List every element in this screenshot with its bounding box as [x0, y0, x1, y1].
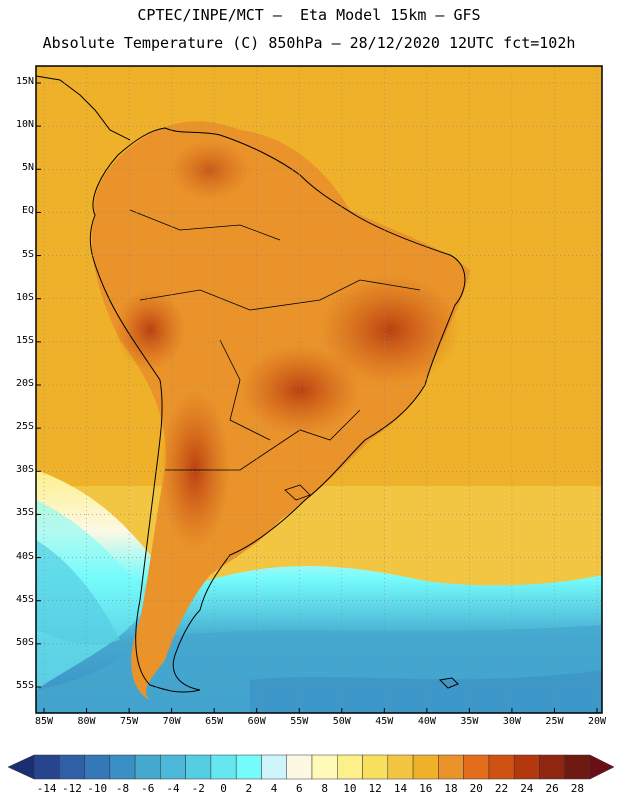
lat-label: 50S — [15, 636, 34, 648]
central-america-outline — [36, 75, 131, 141]
lat-label: 55S — [15, 680, 34, 691]
lat-label: 10N — [15, 119, 34, 131]
lat-label: 15N — [15, 76, 34, 87]
colorbar-arrow-high — [589, 754, 615, 780]
colorbar-swatch — [235, 754, 262, 780]
colorbar-swatch — [160, 754, 186, 780]
lon-label: 20W — [587, 716, 607, 727]
colorbar-label: 22 — [494, 782, 509, 795]
field-coldest-band — [250, 670, 602, 713]
colorbar-swatch — [387, 754, 414, 780]
colorbar-swatch — [438, 754, 464, 780]
colorbar-swatch — [59, 754, 85, 780]
lon-label: 30W — [502, 716, 521, 727]
lat-label: 10S — [15, 291, 34, 303]
colorbar-swatch — [185, 754, 212, 780]
hot-core-venezuela — [170, 140, 250, 200]
border-lines-south — [165, 409, 361, 471]
colorbar-label: 10 — [343, 782, 357, 795]
map-title-line2: Absolute Temperature (C) 850hPa – 28/12/… — [42, 34, 576, 52]
lat-label: 15S — [15, 334, 34, 346]
colorbar-label: -6 — [141, 782, 155, 795]
colorbar-label: 20 — [469, 782, 483, 795]
lat-label: 40S — [15, 550, 34, 562]
lon-label: 50W — [332, 716, 351, 727]
colorbar-swatch — [488, 754, 515, 780]
hot-core-central-brazil — [320, 275, 460, 385]
map-title-line1: CPTEC/INPE/MCT – Eta Model 15km – GFS — [137, 6, 481, 24]
colorbar-swatch — [513, 754, 540, 780]
continent-outline — [89, 127, 466, 693]
colorbar-swatch — [210, 754, 237, 780]
colorbar-label: -4 — [166, 782, 180, 795]
lon-label: 80W — [77, 716, 96, 727]
lat-label: 20S — [15, 378, 34, 389]
colorbar-label: 18 — [444, 782, 458, 795]
field-pacific-cool — [36, 500, 150, 690]
lon-label: 70W — [162, 716, 181, 727]
lat-label: 5S — [21, 248, 34, 260]
border-lines-central — [219, 339, 271, 441]
colorbar-swatch — [134, 754, 161, 780]
hot-core-andes — [115, 290, 185, 370]
colorbar-swatch — [362, 754, 389, 780]
colorbar-swatch — [337, 754, 363, 780]
lon-label: 60W — [247, 716, 266, 727]
lon-label: 45W — [375, 716, 394, 727]
colorbar-label: 0 — [220, 782, 227, 795]
colorbar-arrow-low — [7, 754, 35, 780]
colorbar-label: -8 — [115, 782, 130, 795]
lon-label: 85W — [34, 716, 54, 727]
colorbar-label: -10 — [87, 782, 108, 795]
lon-label: 35W — [460, 716, 479, 727]
colorbar-label: 14 — [393, 782, 408, 795]
lat-label: 30S — [15, 464, 34, 476]
falkland-islands-outline — [438, 677, 459, 689]
colorbar-swatch — [412, 754, 439, 780]
hot-core-paraguay — [240, 345, 360, 435]
colorbar-label: 4 — [270, 782, 278, 795]
colorbar-label: -14 — [36, 782, 57, 795]
colorbar-swatch — [33, 754, 60, 780]
lat-label: 5N — [21, 162, 34, 174]
rio-de-la-plata-outline — [284, 484, 311, 501]
colorbar-swatch — [564, 754, 591, 780]
colorbar-label: 6 — [296, 782, 303, 795]
colorbar-label: 28 — [570, 782, 584, 795]
colorbar-label: -12 — [61, 782, 82, 795]
map-frame — [35, 65, 603, 714]
colorbar-label: 8 — [321, 782, 328, 795]
lon-label: 55W — [290, 716, 309, 727]
colorbar-swatch — [286, 754, 313, 780]
lon-label: 75W — [120, 716, 139, 727]
border-lines-north — [139, 279, 421, 311]
lon-label: 40W — [417, 716, 436, 727]
colorbar-swatch — [311, 754, 338, 780]
border-lines-amazon — [129, 209, 281, 241]
lat-label: 35S — [15, 507, 34, 519]
lat-label: EQ — [21, 205, 34, 217]
colorbar-label: 24 — [520, 782, 534, 795]
lon-label: 25W — [545, 716, 564, 727]
colorbar-label: 2 — [245, 782, 253, 795]
colorbar-label: -2 — [191, 782, 205, 795]
lat-label: 45S — [15, 593, 34, 605]
colorbar-swatch — [84, 754, 111, 780]
colorbar-label: 26 — [545, 782, 559, 795]
lon-label: 65W — [205, 716, 224, 727]
colorbar-swatch — [261, 754, 287, 780]
lat-label: 25S — [15, 421, 34, 433]
colorbar-swatch — [463, 754, 490, 780]
colorbar-swatch — [109, 754, 136, 780]
axis-ticks — [36, 82, 598, 713]
colorbar — [7, 754, 615, 780]
colorbar-label: 12 — [368, 782, 382, 795]
field-pacific-colder — [36, 540, 120, 645]
colorbar-swatch — [539, 754, 565, 780]
colorbar-label: 16 — [419, 782, 433, 795]
